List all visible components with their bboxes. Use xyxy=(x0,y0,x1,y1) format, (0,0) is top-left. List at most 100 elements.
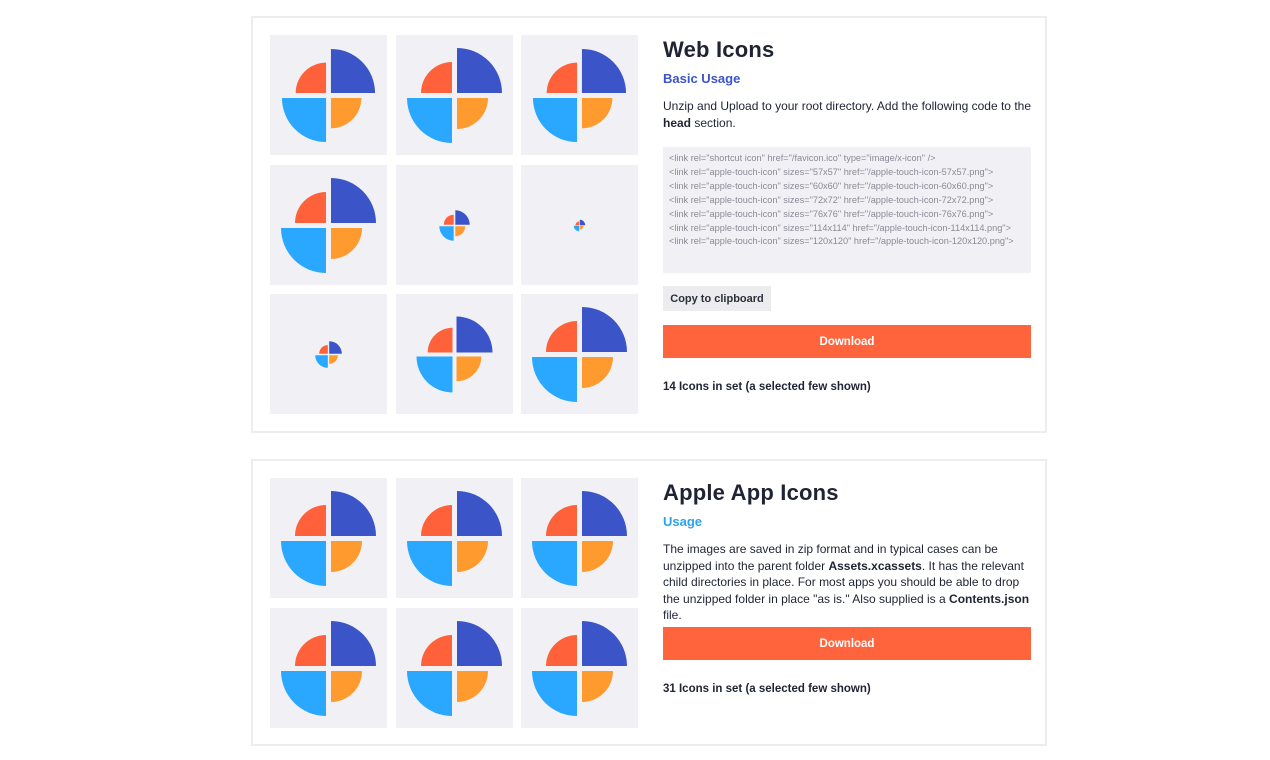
logo-quadrant xyxy=(546,62,578,94)
logo-quadrant xyxy=(406,541,452,586)
pinwheel-logo-icon xyxy=(406,48,502,143)
pinwheel-logo-icon xyxy=(281,177,376,273)
logo-quadrant xyxy=(546,505,577,536)
logo-quadrant xyxy=(295,62,327,94)
pinwheel-logo-icon xyxy=(573,219,586,231)
icon-preview-tile xyxy=(270,164,387,285)
icon-preview-tile xyxy=(270,294,387,414)
pinwheel-logo-icon xyxy=(281,491,376,586)
logo-quadrant xyxy=(456,670,488,702)
pinwheel-logo-icon xyxy=(281,620,376,716)
icon-preview-tile xyxy=(521,35,638,155)
code-line: <link rel="apple-touch-icon" sizes="114x… xyxy=(669,222,1011,233)
logo-quadrant xyxy=(331,177,376,223)
apple-icons-title: Apple App Icons xyxy=(663,480,839,505)
logo-quadrant xyxy=(443,214,454,225)
logo-quadrant xyxy=(331,670,362,702)
apple-icons-info: Apple App Icons Usage The images are sav… xyxy=(663,480,1033,695)
apple-icons-subtitle: Usage xyxy=(663,514,703,529)
logo-quadrant xyxy=(582,620,627,666)
apple-icons-count: 31 Icons in set (a selected few shown) xyxy=(663,683,871,695)
web-icons-card: Web Icons Basic Usage Unzip and Upload t… xyxy=(251,16,1047,433)
icon-preview-tile xyxy=(395,478,513,598)
apple-icons-download-button[interactable]: Download xyxy=(663,627,1031,660)
code-line: <link rel="apple-touch-icon" sizes="120x… xyxy=(669,236,1014,247)
code-line: <link rel="apple-touch-icon" sizes="60x6… xyxy=(669,180,994,191)
code-line: <link rel="shortcut icon" href="/favicon… xyxy=(669,153,936,163)
logo-quadrant xyxy=(281,97,327,143)
logo-quadrant xyxy=(581,97,613,129)
logo-quadrant xyxy=(315,355,328,368)
logo-quadrant xyxy=(456,541,488,572)
icon-preview-tile xyxy=(395,164,513,285)
logo-quadrant xyxy=(579,219,586,225)
pinwheel-logo-icon xyxy=(406,491,502,586)
logo-quadrant xyxy=(420,62,452,93)
logo-quadrant xyxy=(546,634,577,666)
desc-text: Unzip and Upload to your root directory.… xyxy=(663,99,1031,113)
logo-quadrant xyxy=(295,191,326,223)
logo-quadrant xyxy=(329,355,338,364)
web-icons-title: Web Icons xyxy=(663,37,775,62)
icon-preview-tile xyxy=(270,35,387,155)
pinwheel-logo-icon xyxy=(532,48,627,143)
pinwheel-logo-icon xyxy=(438,209,470,241)
pinwheel-logo-icon xyxy=(532,620,627,716)
apple-icons-card: Apple App Icons Usage The images are sav… xyxy=(251,459,1047,746)
logo-quadrant xyxy=(281,670,326,716)
icon-preview-tile xyxy=(521,294,638,414)
desc-text-end: file. xyxy=(663,608,682,622)
code-line: <link rel="apple-touch-icon" sizes="76x7… xyxy=(669,208,994,219)
desc-text: The images are saved in zip format and i… xyxy=(663,542,998,573)
logo-quadrant xyxy=(330,97,362,129)
logo-quadrant xyxy=(456,316,492,353)
logo-quadrant xyxy=(295,505,326,536)
logo-quadrant xyxy=(406,670,452,716)
icon-preview-tile xyxy=(521,607,638,728)
logo-quadrant xyxy=(579,225,584,230)
web-icons-download-button[interactable]: Download xyxy=(663,325,1031,358)
logo-quadrant xyxy=(329,341,342,354)
logo-quadrant xyxy=(582,357,613,388)
code-line: <link rel="apple-touch-icon" sizes="57x5… xyxy=(669,166,994,177)
web-icons-info: Web Icons Basic Usage Unzip and Upload t… xyxy=(663,37,1033,393)
web-icons-description: Unzip and Upload to your root directory.… xyxy=(663,98,1031,131)
desc-text-end: section. xyxy=(691,115,736,130)
apple-icons-description: The images are saved in zip format and i… xyxy=(663,541,1033,624)
pinwheel-logo-icon xyxy=(532,307,627,402)
logo-quadrant xyxy=(406,98,452,143)
logo-quadrant xyxy=(582,670,613,702)
logo-quadrant xyxy=(456,620,502,666)
logo-quadrant xyxy=(456,48,502,93)
code-snippet-box[interactable]: <link rel="shortcut icon" href="/favicon… xyxy=(663,147,1031,273)
logo-quadrant xyxy=(456,98,488,129)
logo-quadrant xyxy=(438,225,454,241)
pinwheel-logo-icon xyxy=(416,316,492,393)
logo-quadrant xyxy=(427,327,452,353)
logo-quadrant xyxy=(331,227,362,259)
desc-bold-file: Contents.json xyxy=(949,591,1030,606)
copy-to-clipboard-button[interactable]: Copy to clipboard xyxy=(663,286,771,311)
desc-text-mid: . It has the relevant child directories … xyxy=(663,558,1024,606)
logo-quadrant xyxy=(456,491,502,536)
icon-preview-tile xyxy=(521,164,638,285)
desc-bold-folder: Assets.xcassets xyxy=(828,558,922,573)
logo-quadrant xyxy=(582,307,627,352)
logo-quadrant xyxy=(532,670,577,716)
logo-quadrant xyxy=(582,541,613,572)
pinwheel-logo-icon xyxy=(406,620,502,716)
logo-quadrant xyxy=(582,491,627,536)
logo-quadrant xyxy=(331,491,376,536)
icon-preview-tile xyxy=(395,35,513,155)
logo-quadrant xyxy=(456,356,481,382)
icon-preview-tile xyxy=(521,478,638,598)
logo-quadrant xyxy=(281,227,326,273)
pinwheel-logo-icon xyxy=(281,48,376,143)
code-line: <link rel="apple-touch-icon" sizes="72x7… xyxy=(669,194,994,205)
logo-quadrant xyxy=(416,356,452,393)
logo-quadrant xyxy=(454,209,470,225)
pinwheel-logo-icon xyxy=(532,491,627,586)
logo-quadrant xyxy=(532,357,577,402)
logo-quadrant xyxy=(331,620,376,666)
web-icons-count: 14 Icons in set (a selected few shown) xyxy=(663,381,871,393)
